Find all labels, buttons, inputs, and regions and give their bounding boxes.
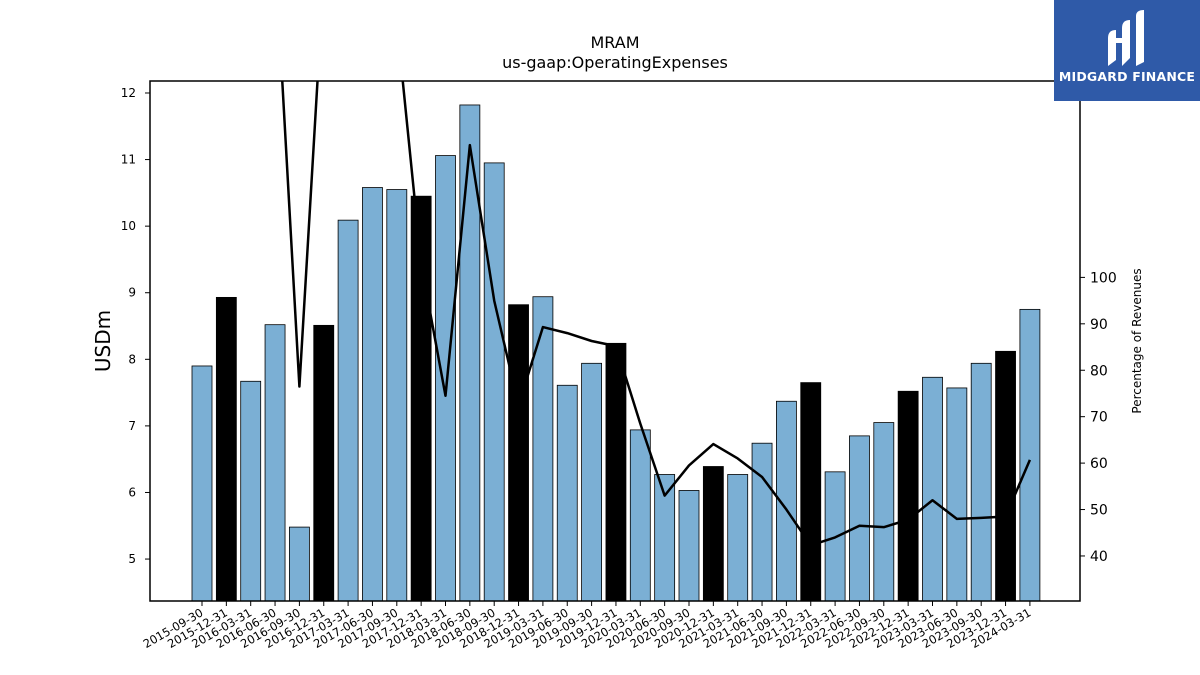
plot-frame [149, 80, 1081, 602]
bar-2020-12-31 [702, 466, 724, 602]
bar-2022-06-30 [849, 435, 870, 602]
y2-tick-label: 60 [1090, 456, 1108, 472]
bar-2016-09-30 [288, 526, 310, 602]
bar-2016-03-31 [240, 380, 262, 602]
y-tick-label: 11 [121, 153, 136, 167]
bar-2023-03-31 [922, 376, 943, 602]
bar-2019-03-31 [532, 296, 554, 602]
bar-2018-12-31 [508, 304, 529, 602]
midgard-logo-icon [1108, 10, 1144, 66]
y-tick-label: 9 [128, 286, 136, 300]
bar-2022-09-30 [873, 422, 895, 602]
bar-2022-12-31 [897, 390, 919, 602]
y2-tick-label: 80 [1090, 363, 1108, 379]
bar-series [191, 104, 1041, 602]
bar-2019-06-30 [556, 384, 578, 602]
y-axis-label: USDm [91, 310, 115, 372]
bar-2024-03-31 [1019, 308, 1041, 602]
bar-2023-06-30 [946, 387, 968, 602]
bar-2016-06-30 [264, 324, 286, 602]
right-axis-ticks: 40 50 60 70 80 90 100 [1080, 270, 1117, 565]
line-series [281, 81, 1032, 547]
y2-tick-label: 90 [1090, 317, 1108, 333]
bar-2020-03-31 [629, 429, 651, 602]
y-tick-label: 6 [128, 485, 136, 499]
bar-2017-06-30 [362, 187, 383, 602]
bar-2019-12-31 [605, 342, 627, 602]
chart-subtitle: us-gaap:OperatingExpenses [502, 53, 728, 72]
bar-2016-12-31 [313, 324, 335, 602]
bar-2015-09-30 [191, 365, 213, 602]
bar-2019-09-30 [581, 362, 602, 602]
bar-2020-09-30 [678, 490, 700, 602]
y2-tick-label: 40 [1090, 549, 1108, 565]
bar-2021-06-30 [751, 442, 773, 602]
bar-2017-03-31 [337, 219, 359, 602]
left-axis-ticks: 5 6 7 8 9 10 11 12 [121, 86, 150, 566]
bar-2021-12-31 [800, 382, 822, 602]
bar-2018-06-30 [459, 104, 481, 602]
y-tick-label: 8 [128, 352, 136, 366]
y2-tick-label: 100 [1090, 270, 1117, 286]
logo-text: MIDGARD FINANCE [1058, 69, 1196, 84]
revenue-percentage-line [281, 81, 1032, 547]
bar-2018-03-31 [435, 155, 456, 602]
x-axis-ticks: 2015-09-302015-12-312016-03-312016-06-30… [141, 601, 1033, 651]
y-tick-label: 10 [121, 219, 136, 233]
y-tick-label: 7 [128, 419, 136, 433]
y-tick-label: 5 [128, 552, 136, 566]
bar-2021-03-31 [727, 474, 749, 602]
bar-2017-09-30 [386, 189, 408, 602]
y-tick-label: 12 [121, 86, 136, 100]
midgard-finance-logo: MIDGARD FINANCE [1054, 0, 1200, 101]
bar-2023-09-30 [970, 362, 992, 602]
y2-tick-label: 50 [1090, 503, 1108, 519]
bar-2015-12-31 [215, 296, 237, 602]
bar-2023-12-31 [995, 350, 1016, 602]
bar-2018-09-30 [483, 162, 505, 602]
chart-title: MRAM [590, 33, 639, 52]
y2-axis-label: Percentage of Revenues [1130, 268, 1144, 413]
y2-tick-label: 70 [1090, 410, 1108, 426]
